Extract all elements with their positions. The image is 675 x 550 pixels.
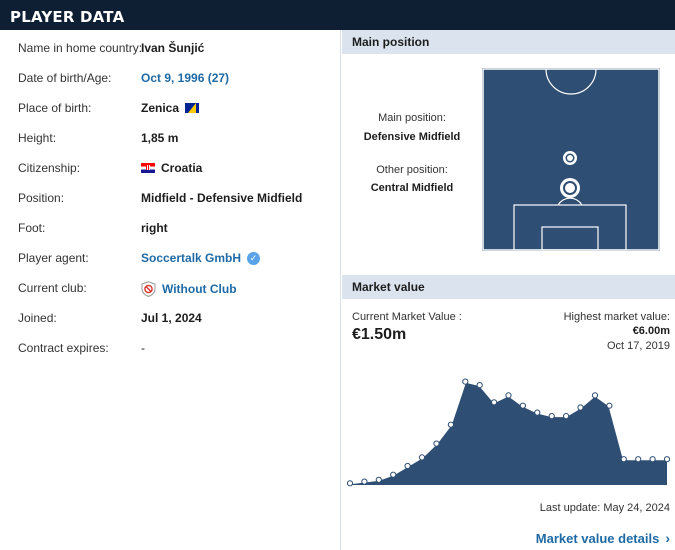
main-position-marker bbox=[560, 178, 580, 198]
info-value-position: Midfield - Defensive Midfield bbox=[141, 191, 302, 205]
agent-text: Soccertalk GmbH bbox=[141, 251, 242, 265]
mv-point-7 bbox=[447, 421, 455, 428]
main-position-value: Defensive Midfield bbox=[363, 131, 461, 143]
mv-point-15 bbox=[563, 413, 570, 420]
market-value-heading: Market value bbox=[342, 275, 675, 299]
main-position-label: Main position: bbox=[378, 112, 446, 124]
mv-point-5 bbox=[418, 454, 426, 461]
mv-point-8 bbox=[462, 378, 469, 385]
last-update: Last update: May 24, 2024 bbox=[539, 502, 670, 514]
no-club-icon bbox=[141, 281, 156, 298]
current-mv-label: Current Market Value : bbox=[352, 311, 462, 323]
croatia-flag-icon bbox=[141, 163, 155, 173]
info-label: Contract expires: bbox=[18, 341, 109, 355]
mv-point-13 bbox=[534, 409, 541, 416]
info-value-foot: right bbox=[141, 221, 168, 235]
info-label: Place of birth: bbox=[18, 101, 92, 115]
details-link-text: Market value details bbox=[535, 530, 660, 546]
mv-point-0 bbox=[346, 480, 354, 487]
mv-point-21 bbox=[649, 456, 656, 463]
info-row-birthplace: Place of birth: Zenica bbox=[0, 101, 341, 131]
club-text: Without Club bbox=[162, 282, 237, 296]
info-row-club: Current club: Without Club bbox=[0, 281, 341, 311]
info-row-citizenship: Citizenship: Croatia bbox=[0, 161, 341, 191]
verified-icon: ✓ bbox=[247, 251, 261, 265]
info-value-name: Ivan Šunjić bbox=[141, 41, 204, 55]
mv-point-4 bbox=[404, 462, 411, 470]
info-label: Name in home country: bbox=[18, 41, 143, 55]
market-value-details-link[interactable]: Market value details › bbox=[536, 530, 670, 546]
agent-link[interactable]: Soccertalk GmbH ✓ bbox=[141, 251, 261, 265]
mv-point-17 bbox=[591, 392, 599, 399]
foot-text: right bbox=[141, 221, 168, 235]
other-position-label: Other position: bbox=[376, 164, 448, 176]
chevron-right-icon: › bbox=[665, 530, 670, 546]
info-value-birthplace: Zenica bbox=[141, 101, 200, 115]
height-text: 1,85 m bbox=[141, 131, 179, 145]
mv-point-6 bbox=[433, 440, 440, 447]
header-title: PLAYER DATA bbox=[10, 8, 125, 26]
mv-point-22 bbox=[663, 456, 671, 463]
mv-point-11 bbox=[505, 392, 512, 399]
mv-point-2 bbox=[375, 476, 382, 483]
info-label: Joined: bbox=[18, 311, 57, 325]
player-info-panel: Name in home country: Ivan Šunjić Date o… bbox=[0, 30, 341, 550]
info-label: Player agent: bbox=[18, 251, 89, 265]
player-data-header: PLAYER DATA bbox=[0, 0, 675, 30]
position-text: Midfield - Defensive Midfield bbox=[141, 191, 303, 205]
info-row-position: Position: Midfield - Defensive Midfield bbox=[0, 191, 341, 221]
mv-point-9 bbox=[476, 382, 483, 389]
market-value-chart[interactable] bbox=[342, 365, 675, 495]
highest-mv-value: €6.00m bbox=[632, 325, 670, 337]
birthplace-text: Zenica bbox=[141, 101, 180, 115]
info-row-name: Name in home country: Ivan Šunjić bbox=[0, 41, 341, 71]
info-row-dob: Date of birth/Age: Oct 9, 1996 (27) bbox=[0, 71, 341, 101]
mv-point-3 bbox=[390, 471, 397, 478]
right-panel: Main position Main position: Defensive M… bbox=[342, 30, 675, 550]
info-label: Date of birth/Age: bbox=[18, 71, 112, 85]
mv-point-16 bbox=[577, 404, 584, 411]
info-row-height: Height: 1,85 m bbox=[0, 131, 341, 161]
info-row-agent: Player agent: Soccertalk GmbH ✓ bbox=[0, 251, 341, 281]
market-value-svg bbox=[346, 378, 671, 487]
mv-point-12 bbox=[519, 402, 526, 409]
info-label: Position: bbox=[18, 191, 65, 205]
info-value-contract: - bbox=[141, 341, 145, 355]
position-pitch bbox=[482, 68, 660, 251]
info-label: Citizenship: bbox=[18, 161, 81, 175]
contract-text: - bbox=[141, 341, 145, 355]
mv-area bbox=[350, 381, 667, 485]
highest-mv-date: Oct 17, 2019 bbox=[607, 340, 670, 352]
info-row-contract: Contract expires: - bbox=[0, 341, 341, 371]
current-club-link[interactable]: Without Club bbox=[141, 281, 237, 298]
citizenship-text: Croatia bbox=[161, 161, 203, 175]
mv-point-19 bbox=[620, 456, 627, 463]
other-position-value: Central Midfield bbox=[370, 182, 454, 194]
bosnia-flag-icon bbox=[185, 103, 200, 113]
info-value-joined: Jul 1, 2024 bbox=[141, 311, 202, 325]
mv-point-18 bbox=[606, 402, 613, 409]
info-value-height: 1,85 m bbox=[141, 131, 178, 145]
joined-text: Jul 1, 2024 bbox=[141, 311, 202, 325]
info-value-citizenship: Croatia bbox=[141, 161, 202, 175]
mv-point-14 bbox=[548, 413, 555, 420]
info-label: Height: bbox=[18, 131, 57, 145]
dob-text: Oct 9, 1996 (27) bbox=[141, 71, 230, 85]
info-label: Current club: bbox=[18, 281, 87, 295]
info-label: Foot: bbox=[18, 221, 46, 235]
main-position-heading: Main position bbox=[342, 30, 675, 54]
highest-mv-label: Highest market value: bbox=[563, 311, 670, 323]
mv-point-10 bbox=[491, 399, 498, 406]
info-row-joined: Joined: Jul 1, 2024 bbox=[0, 311, 341, 341]
dob-link[interactable]: Oct 9, 1996 (27) bbox=[141, 71, 229, 85]
current-mv-value: €1.50m bbox=[352, 326, 407, 343]
other-position-marker bbox=[563, 151, 577, 165]
mv-point-20 bbox=[635, 456, 642, 463]
info-row-foot: Foot: right bbox=[0, 221, 341, 251]
mv-point-1 bbox=[361, 478, 368, 485]
name-text: Ivan Šunjić bbox=[141, 41, 205, 55]
